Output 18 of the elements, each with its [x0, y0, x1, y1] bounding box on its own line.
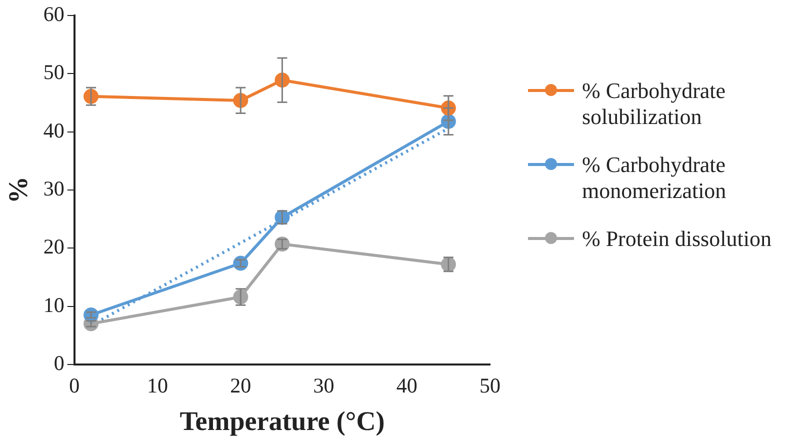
x-axis-title: Temperature (°C)	[180, 406, 385, 436]
x-tick-label: 0	[69, 374, 80, 398]
y-axis-title: %	[3, 176, 34, 204]
y-tick-label: 10	[43, 292, 64, 317]
y-tick-label: 20	[43, 234, 64, 259]
y-tick-label: 0	[54, 350, 64, 375]
y-tick-label: 30	[43, 176, 64, 201]
y-tick-label: 40	[43, 118, 64, 142]
legend-label: % Protein dissolution	[582, 226, 772, 252]
legend-label: % Carbohydrate solubilization	[582, 78, 727, 130]
x-tick-label: 30	[313, 374, 334, 398]
x-tick-label: 50	[480, 374, 500, 398]
legend-label: % Carbohydrate monomerization	[582, 152, 728, 204]
x-tick-label: 40	[396, 374, 418, 398]
x-tick-label: 20	[230, 374, 252, 398]
x-tick-label: 10	[147, 374, 168, 398]
y-tick-label: 50	[43, 60, 64, 84]
y-tick-label: 60	[43, 2, 64, 26]
